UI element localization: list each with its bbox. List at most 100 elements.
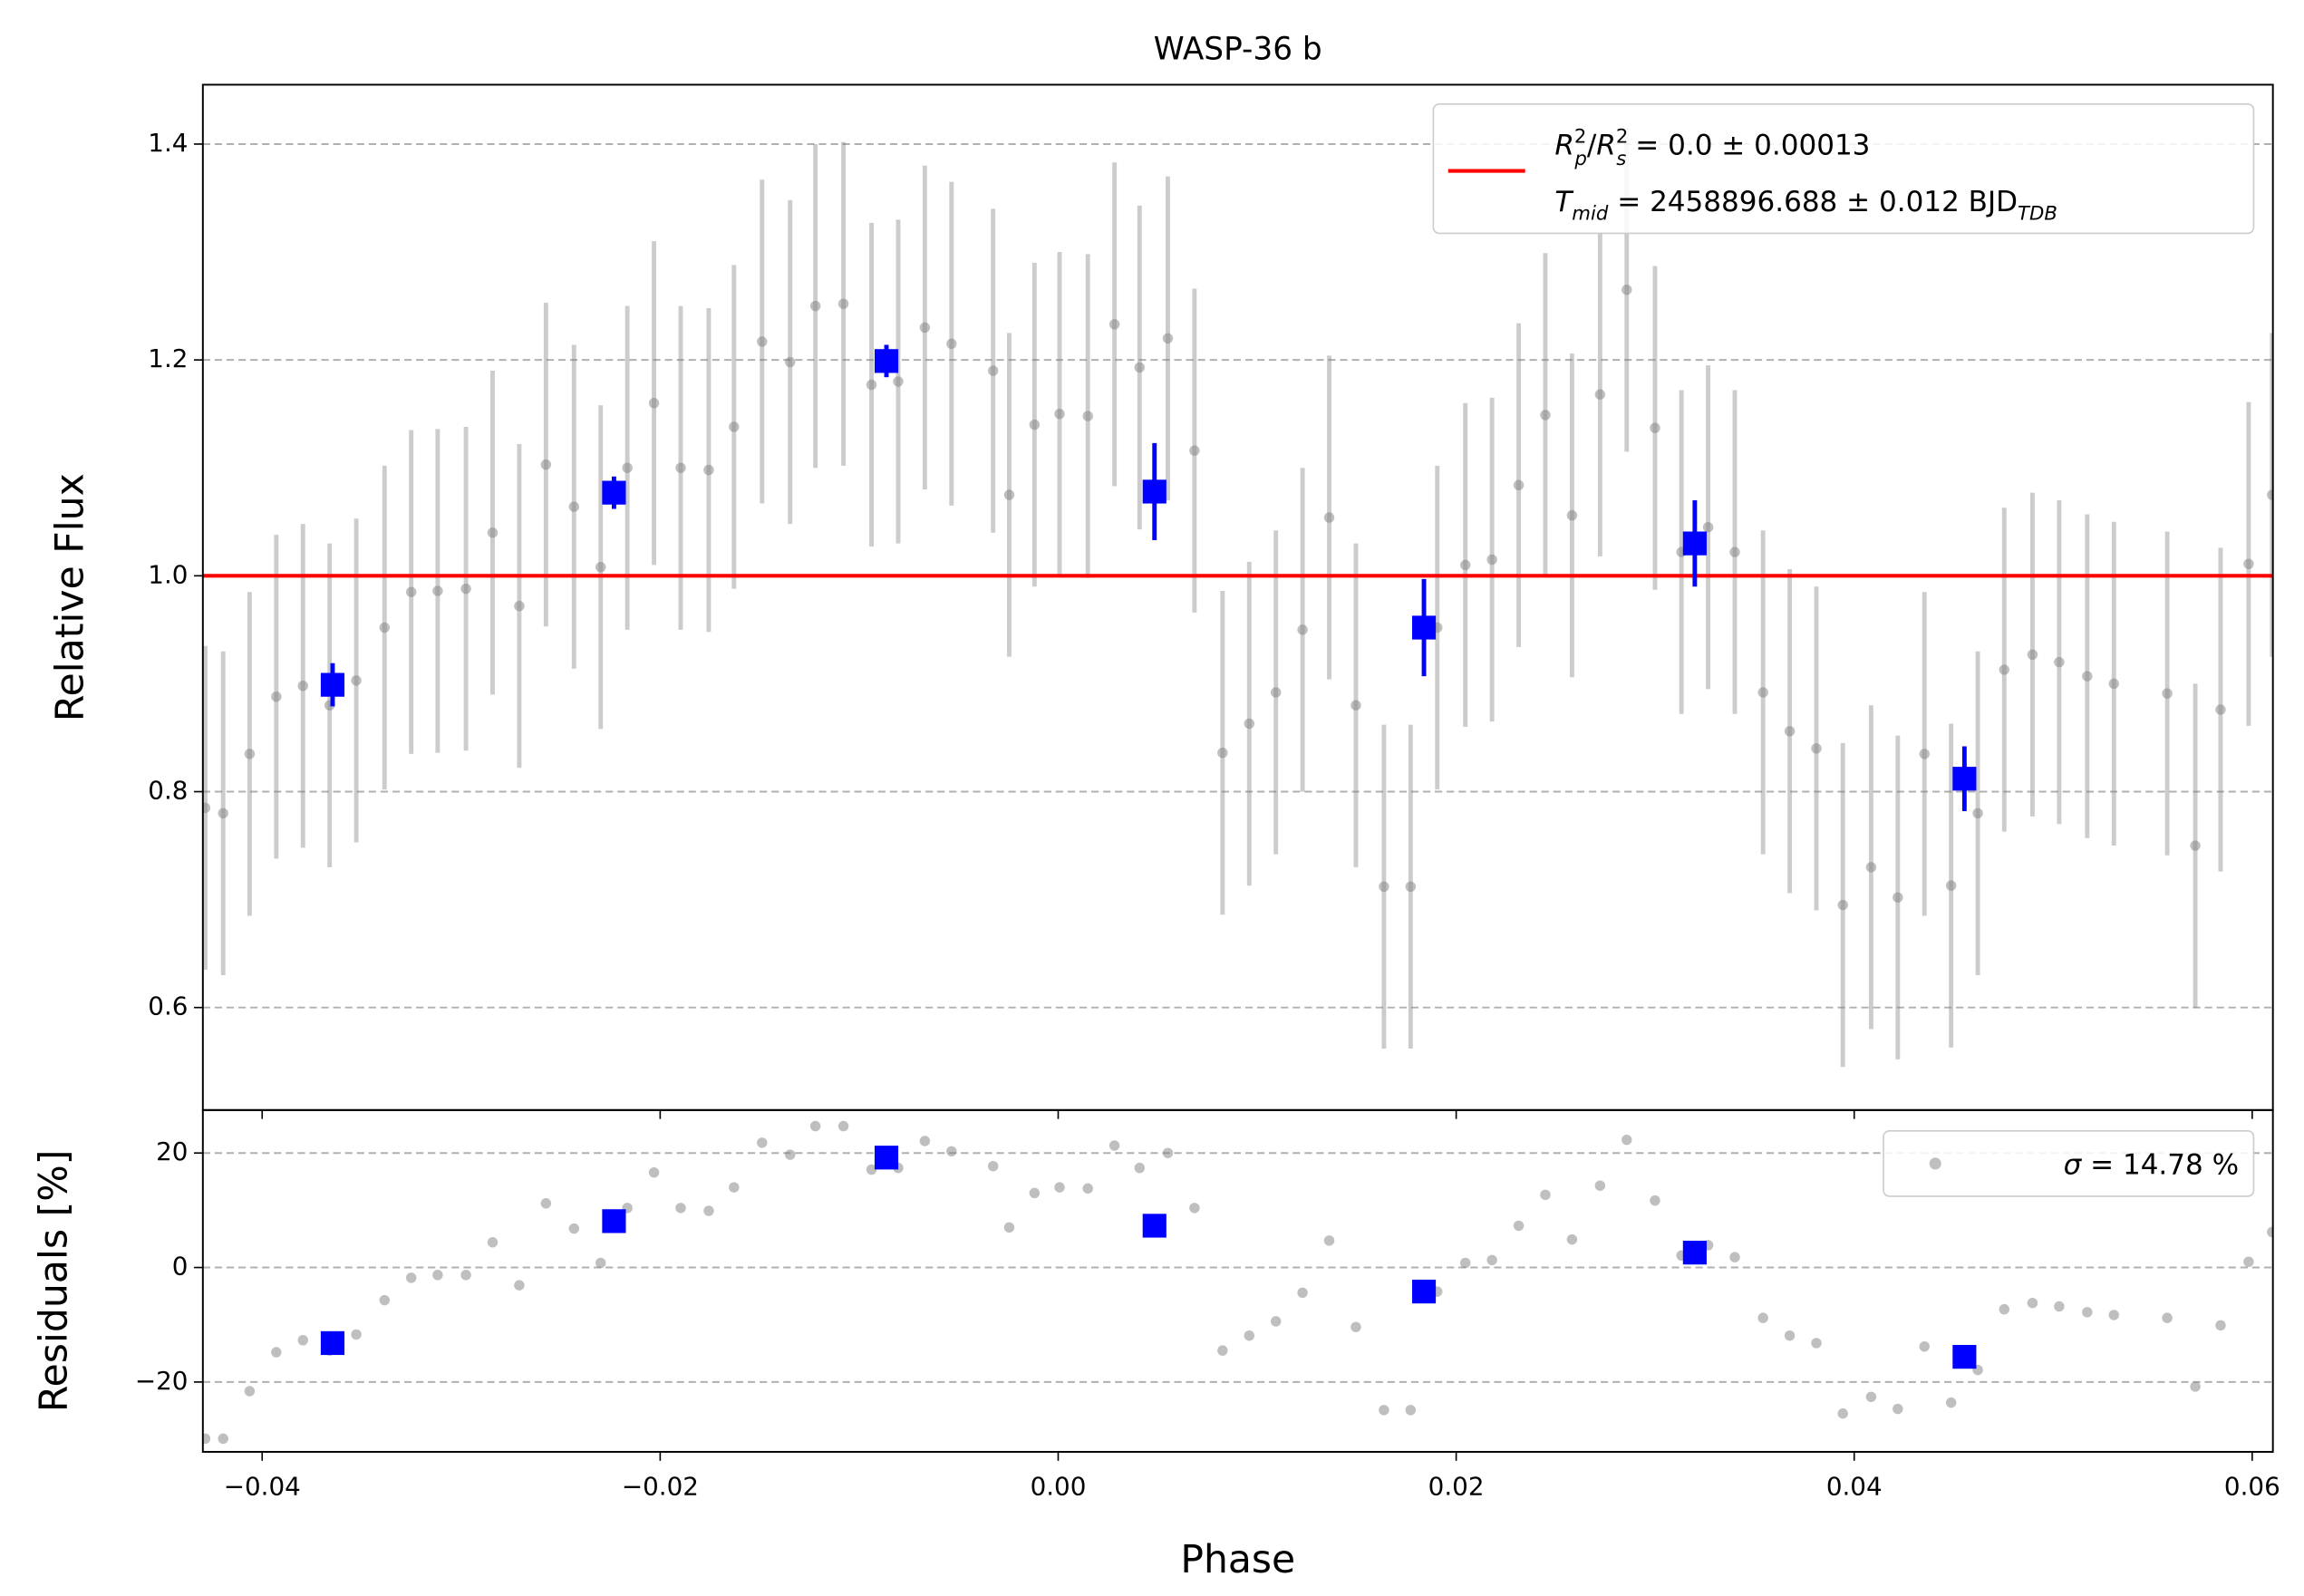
data-point — [2162, 1312, 2173, 1323]
data-point — [1865, 1391, 1877, 1403]
data-point — [244, 1386, 256, 1397]
data-point — [405, 586, 417, 597]
data-point — [379, 1294, 390, 1306]
data-point — [568, 1223, 580, 1234]
data-point — [2054, 1301, 2065, 1312]
binned-point — [320, 1330, 345, 1356]
data-point — [1972, 808, 1983, 819]
data-point — [1054, 1182, 1065, 1193]
data-point — [1784, 726, 1796, 737]
label-part: / — [1587, 129, 1597, 161]
data-point — [1405, 881, 1417, 893]
label-part: = 0.0 ± 0.00013 — [1626, 129, 1870, 161]
data-point — [1865, 862, 1877, 873]
data-point — [1893, 892, 1903, 903]
data-point — [1513, 1220, 1525, 1232]
data-point — [2054, 656, 2065, 668]
x-tick-label: 0.06 — [2224, 1471, 2280, 1501]
data-point — [1893, 1403, 1903, 1415]
binned-point — [602, 480, 626, 505]
x-tick-label: −0.02 — [622, 1471, 699, 1501]
data-point — [893, 376, 904, 387]
data-point — [675, 462, 686, 473]
data-point — [1217, 747, 1228, 759]
data-point — [757, 336, 768, 347]
data-point — [2190, 1381, 2201, 1392]
data-point — [1919, 1340, 1930, 1352]
data-point — [1784, 1330, 1796, 1341]
data-point — [218, 1433, 228, 1445]
data-point — [202, 1433, 211, 1445]
data-point — [244, 749, 256, 759]
data-point — [919, 322, 931, 334]
data-point — [1054, 408, 1065, 420]
y-axis-label: Residuals [%] — [33, 1150, 77, 1413]
legend-box — [1432, 102, 2255, 235]
data-point — [1757, 687, 1768, 698]
data-point — [1650, 422, 1660, 433]
data-point — [2267, 489, 2273, 500]
data-point — [1622, 284, 1632, 295]
binned-point — [320, 672, 345, 697]
data-point — [785, 1149, 796, 1160]
data-point — [703, 464, 714, 476]
axes-frame — [201, 83, 2274, 1111]
data-point — [1379, 881, 1389, 893]
data-point — [1999, 664, 2010, 675]
data-point — [514, 600, 525, 612]
data-point — [2082, 1307, 2093, 1318]
data-point — [2215, 704, 2226, 715]
data-point — [2027, 1297, 2038, 1309]
data-point — [837, 1120, 849, 1132]
data-point — [785, 356, 796, 368]
data-point — [1082, 1183, 1093, 1195]
data-point — [2243, 558, 2254, 569]
y-tick-label: 0.6 — [148, 991, 188, 1021]
data-point — [1486, 554, 1497, 566]
data-point — [1540, 410, 1551, 421]
legend-marker — [1929, 1157, 1941, 1170]
data-point — [460, 1270, 471, 1281]
data-point — [351, 1329, 362, 1340]
data-point — [1729, 547, 1740, 557]
data-point — [487, 1237, 499, 1248]
data-point — [1513, 479, 1525, 491]
data-point — [1003, 489, 1015, 500]
data-point — [1540, 1189, 1551, 1201]
data-point — [1486, 1254, 1497, 1266]
label-part: p — [1573, 148, 1586, 170]
data-point — [648, 1166, 660, 1178]
data-point — [1217, 1345, 1228, 1356]
binned-point — [1682, 1241, 1707, 1265]
data-point — [1162, 1147, 1174, 1158]
data-point — [866, 379, 877, 391]
data-point — [1297, 624, 1308, 635]
binned-point — [602, 1209, 626, 1233]
y-tick-label: 1.2 — [148, 343, 188, 373]
data-point — [1837, 899, 1848, 911]
data-point — [2267, 1226, 2273, 1238]
data-point — [1029, 1187, 1041, 1199]
chart-title: WASP-36 b — [1154, 32, 1322, 68]
legend: σ = 14.78 % — [1883, 1129, 2255, 1197]
data-point — [866, 1164, 877, 1175]
binned-point — [1411, 1279, 1437, 1304]
data-point — [1594, 1180, 1606, 1191]
data-point — [946, 1146, 957, 1157]
data-point — [837, 298, 849, 309]
binned-point — [874, 1146, 899, 1170]
data-point — [1003, 1222, 1015, 1233]
data-point — [1108, 319, 1120, 330]
data-point — [1622, 1134, 1632, 1146]
data-point — [405, 1272, 417, 1283]
binned-point — [874, 349, 899, 373]
x-axis-label: Phase — [1180, 1538, 1295, 1582]
y-tick-label: 0.8 — [148, 775, 188, 805]
label-part: R — [1554, 129, 1574, 161]
data-point — [675, 1203, 686, 1214]
data-point — [622, 462, 633, 473]
data-point — [540, 459, 552, 470]
data-point — [1323, 512, 1335, 523]
data-point — [946, 338, 957, 350]
